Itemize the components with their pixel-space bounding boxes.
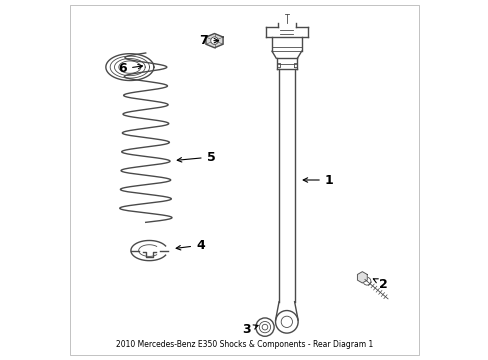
- Text: 4: 4: [176, 239, 204, 252]
- Text: 3: 3: [242, 323, 258, 337]
- Text: 2010 Mercedes-Benz E350 Shocks & Components - Rear Diagram 1: 2010 Mercedes-Benz E350 Shocks & Compone…: [116, 340, 372, 349]
- Polygon shape: [205, 33, 223, 48]
- Text: 5: 5: [177, 150, 215, 163]
- Text: 2: 2: [372, 278, 387, 291]
- Text: 7: 7: [199, 34, 218, 47]
- Text: 6: 6: [118, 62, 142, 75]
- Polygon shape: [357, 272, 366, 283]
- Text: 1: 1: [303, 174, 333, 186]
- Circle shape: [210, 37, 218, 44]
